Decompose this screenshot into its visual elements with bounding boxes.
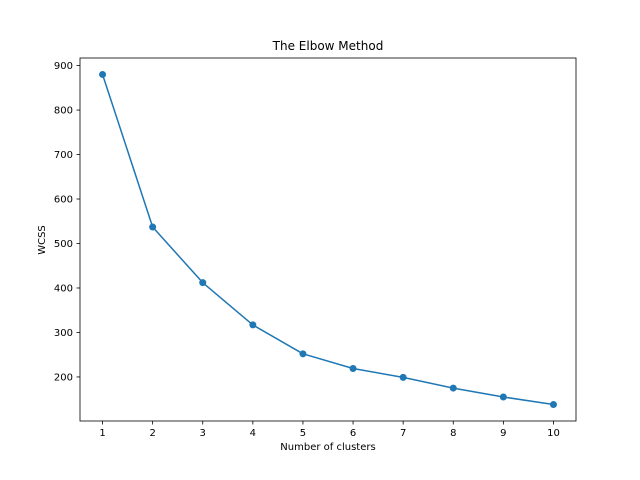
- chart-title: The Elbow Method: [272, 39, 384, 53]
- data-point: [499, 393, 507, 401]
- x-tick-label: 9: [500, 428, 506, 439]
- x-axis-label: Number of clusters: [280, 442, 375, 453]
- x-tick-label: 2: [149, 428, 155, 439]
- data-point: [349, 365, 357, 373]
- x-tick-label: 6: [350, 428, 356, 439]
- data-point: [99, 70, 107, 78]
- x-tick-label: 10: [547, 428, 560, 439]
- x-tick-label: 4: [250, 428, 256, 439]
- y-axis: 200 300 400 500 600 700 800 900: [54, 61, 80, 383]
- y-tick-label: 900: [54, 61, 73, 72]
- series-layer: [99, 70, 557, 409]
- y-tick-label: 500: [54, 239, 73, 250]
- x-axis: 1 2 3 4 5 6 7 8 9 10: [99, 421, 560, 439]
- x-tick-label: 5: [300, 428, 306, 439]
- y-tick-label: 700: [54, 150, 73, 161]
- x-tick-label: 7: [400, 428, 406, 439]
- data-point: [199, 279, 207, 287]
- data-point: [449, 384, 457, 392]
- series-line: [101, 74, 554, 406]
- plot-frame: [79, 57, 577, 422]
- data-point: [249, 321, 257, 329]
- y-tick-label: 200: [54, 372, 73, 383]
- x-tick-label: 3: [200, 428, 206, 439]
- data-point: [299, 350, 307, 358]
- x-tick-label: 1: [99, 428, 105, 439]
- data-point: [149, 223, 157, 231]
- y-tick-label: 600: [54, 195, 73, 206]
- y-axis-label: WCSS: [37, 225, 48, 255]
- data-point: [399, 373, 407, 381]
- plot-area: [79, 57, 577, 422]
- data-point: [549, 401, 557, 409]
- y-tick-label: 300: [54, 328, 73, 339]
- y-tick-label: 400: [54, 283, 73, 294]
- y-tick-label: 800: [54, 106, 73, 117]
- x-tick-label: 8: [450, 428, 456, 439]
